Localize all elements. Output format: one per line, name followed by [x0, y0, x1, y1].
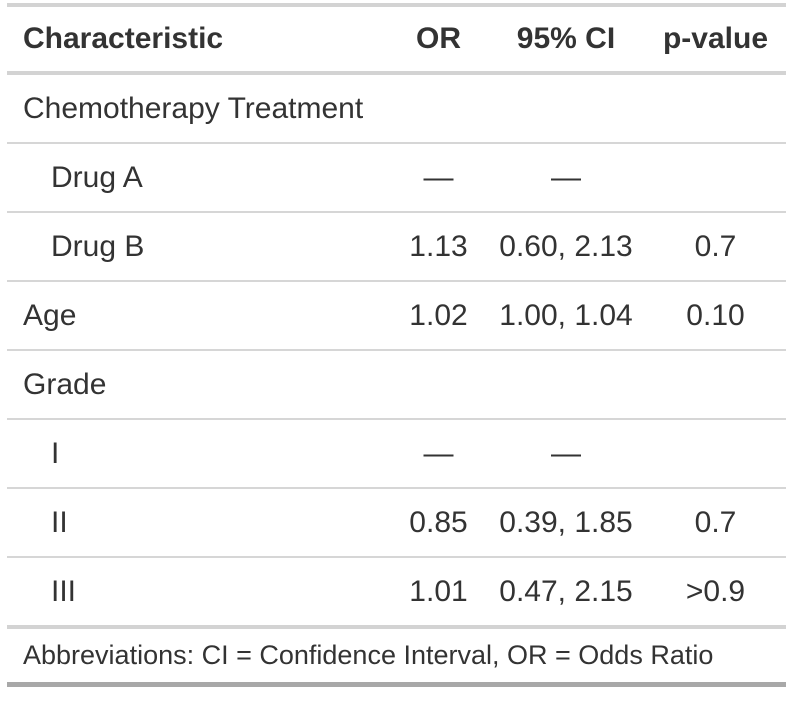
or-cell: 0.85 — [390, 487, 487, 557]
table-row-age: Age 1.02 1.00, 1.04 0.10 — [7, 280, 786, 350]
p-value-cell: 0.10 — [645, 280, 786, 350]
column-header-ci: 95% CI — [487, 3, 645, 75]
or-cell: 1.13 — [390, 211, 487, 281]
row-label: Chemotherapy Treatment — [23, 92, 364, 125]
ci-cell — [487, 349, 645, 419]
regression-summary-table: Characteristic OR 95% CI p-value Chemoth… — [7, 3, 786, 687]
ci-cell: 0.39, 1.85 — [487, 487, 645, 557]
or-cell: — — [390, 418, 487, 488]
ci-cell: — — [487, 142, 645, 212]
p-value-cell: 0.7 — [645, 211, 786, 281]
column-header-or: OR — [390, 3, 487, 75]
table-row-grade-ii: II 0.85 0.39, 1.85 0.7 — [7, 487, 786, 557]
p-value-cell — [645, 142, 786, 212]
p-value-cell — [645, 349, 786, 419]
table-row-grade: Grade — [7, 349, 786, 419]
or-cell — [390, 349, 487, 419]
table-row-grade-i: I — — — [7, 418, 786, 488]
column-header-p-value: p-value — [645, 3, 786, 75]
abbreviations-footnote: Abbreviations: CI = Confidence Interval,… — [7, 625, 786, 687]
p-value-cell — [645, 73, 786, 143]
ci-cell: 1.00, 1.04 — [487, 280, 645, 350]
row-label: II — [7, 487, 390, 557]
row-label: Grade — [7, 349, 390, 419]
p-value-cell — [645, 418, 786, 488]
table-header: Characteristic OR 95% CI p-value — [7, 3, 786, 75]
ci-cell: 0.60, 2.13 — [487, 211, 645, 281]
or-cell — [390, 73, 487, 143]
or-cell: — — [390, 142, 487, 212]
row-label: Age — [7, 280, 390, 350]
header-row: Characteristic OR 95% CI p-value — [7, 3, 786, 75]
p-value-cell: >0.9 — [645, 556, 786, 627]
ci-cell: 0.47, 2.15 — [487, 556, 645, 627]
or-cell: 1.01 — [390, 556, 487, 627]
table-row-chemotherapy-treatment: Chemotherapy Treatment — [7, 73, 786, 143]
table-row-drug-a: Drug A — — — [7, 142, 786, 212]
table-footer: Abbreviations: CI = Confidence Interval,… — [7, 625, 786, 687]
row-label: I — [7, 418, 390, 488]
row-label: Drug B — [7, 211, 390, 281]
table-body: Chemotherapy Treatment Drug A — — Drug B… — [7, 73, 786, 627]
row-label: III — [7, 556, 390, 627]
footnote-row: Abbreviations: CI = Confidence Interval,… — [7, 625, 786, 687]
column-header-characteristic: Characteristic — [7, 3, 390, 75]
p-value-cell: 0.7 — [645, 487, 786, 557]
row-label: Drug A — [7, 142, 390, 212]
table-row-grade-iii: III 1.01 0.47, 2.15 >0.9 — [7, 556, 786, 627]
ci-cell: — — [487, 418, 645, 488]
ci-cell — [487, 73, 645, 143]
or-cell: 1.02 — [390, 280, 487, 350]
table-row-drug-b: Drug B 1.13 0.60, 2.13 0.7 — [7, 211, 786, 281]
